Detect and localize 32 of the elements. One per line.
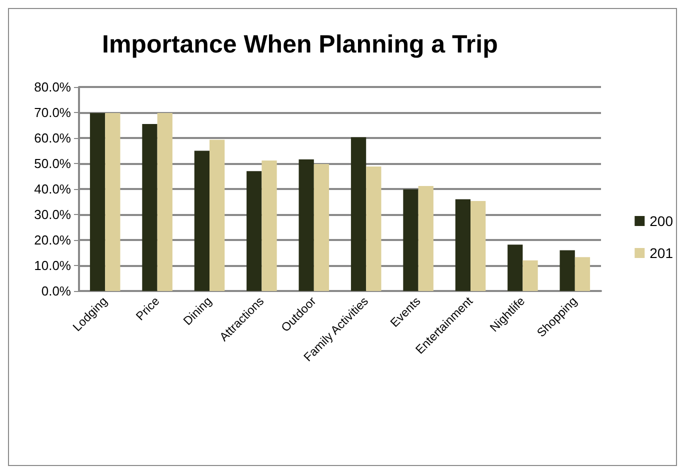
bar (418, 186, 434, 291)
y-tick-label: 60.0% (34, 130, 72, 146)
bar (314, 164, 330, 291)
bar (142, 124, 158, 291)
bar (157, 113, 172, 291)
bar (403, 189, 418, 291)
legend-label: 200 (650, 213, 674, 229)
bar (455, 199, 470, 291)
y-tick-label: 20.0% (34, 232, 72, 248)
y-tick-label: 30.0% (34, 207, 72, 222)
y-tick-label: 80.0% (34, 80, 72, 94)
bar (246, 171, 262, 291)
chart-title: Importance When Planning a Trip (102, 30, 498, 58)
bar (366, 166, 382, 291)
y-tick-label: 40.0% (34, 182, 72, 196)
bar (470, 200, 486, 291)
y-tick-label: 70.0% (34, 105, 72, 120)
y-tick-label: 50.0% (34, 156, 72, 171)
y-tick-label: 0.0% (41, 284, 72, 298)
bar (350, 137, 366, 291)
bar (298, 159, 314, 291)
bar (262, 160, 277, 291)
bar (105, 113, 120, 291)
bar (522, 260, 538, 291)
bar (560, 250, 575, 291)
bar (194, 150, 210, 291)
bar (210, 140, 225, 291)
y-tick-label: 10.0% (34, 258, 72, 273)
bar (90, 113, 106, 291)
bar (508, 244, 523, 291)
legend-label: 201 (650, 245, 674, 261)
bar (574, 257, 590, 291)
